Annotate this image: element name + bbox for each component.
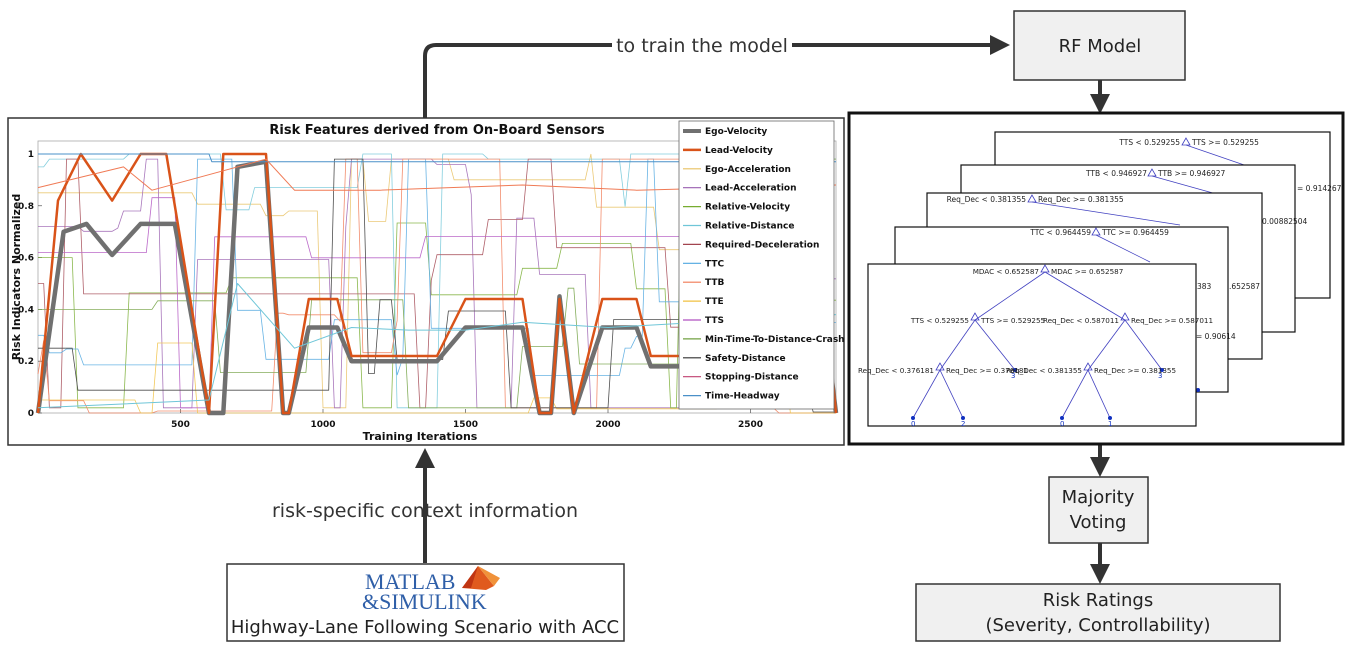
x-tick-label: 2000 bbox=[595, 420, 620, 430]
t2-right: 0.00882504 bbox=[1262, 217, 1308, 226]
random-forest-panel: TTS < 0.529255 TTS >= 0.529255 = 0.91426… bbox=[847, 111, 1345, 446]
legend-label: Relative-Velocity bbox=[705, 203, 790, 213]
y-tick-label: 1 bbox=[28, 150, 34, 160]
legend-label: Lead-Velocity bbox=[705, 146, 773, 156]
series-line-ttb bbox=[37, 158, 837, 191]
matlab-logo-line2: &SIMULINK bbox=[362, 589, 487, 614]
legend-label: Min-Time-To-Distance-Crash bbox=[705, 335, 845, 345]
t5-leaf-d: 0 bbox=[1060, 420, 1064, 428]
legend-label: TTB bbox=[705, 278, 724, 288]
t5-leaf-a: 0 bbox=[911, 420, 915, 428]
x-tick-label: 1000 bbox=[310, 420, 335, 430]
legend-label: TTC bbox=[705, 259, 724, 269]
t2-split-r: TTB >= 0.946927 bbox=[1157, 169, 1226, 178]
legend-label: Time-Headway bbox=[705, 392, 780, 402]
y-tick-label: 0.4 bbox=[18, 305, 34, 315]
t3-right: .652587 bbox=[1229, 282, 1260, 291]
legend-label: Safety-Distance bbox=[705, 354, 786, 364]
t5-rl-split-l: Req_Dec < 0.381355 bbox=[1006, 366, 1082, 375]
risk-ratings-box bbox=[915, 583, 1281, 642]
rf-model-box bbox=[1013, 10, 1186, 81]
legend-label: Ego-Acceleration bbox=[705, 165, 791, 175]
t5-r-split-r: Req_Dec >= 0.587011 bbox=[1131, 316, 1213, 325]
ratings-line1: Risk Ratings bbox=[1043, 590, 1153, 611]
series-line-ego-velocity bbox=[35, 159, 839, 416]
t4-right2: = 0.90614 bbox=[1196, 332, 1236, 341]
t5-leaf-f: 3 bbox=[1158, 372, 1162, 380]
membrane-icon bbox=[462, 566, 500, 590]
majority-voting-box bbox=[1048, 476, 1149, 544]
t5-ll-split-r: Req_Dec >= 0.376181 bbox=[946, 366, 1028, 375]
matlab-logo-line1: MATLAB bbox=[365, 569, 455, 594]
series-line-time-headway bbox=[38, 153, 836, 163]
t5-leaf-c: 3 bbox=[1011, 372, 1015, 380]
t3-split-r: Req_Dec >= 0.381355 bbox=[1038, 195, 1124, 204]
t1-split-r: TTS >= 0.529255 bbox=[1191, 138, 1259, 147]
legend-label: TTS bbox=[705, 316, 724, 326]
t1-right: = 0.914267 bbox=[1297, 184, 1342, 193]
x-tick-label: 1500 bbox=[453, 420, 478, 430]
y-tick-label: 0.2 bbox=[18, 357, 34, 367]
matlab-logo: MATLAB &SIMULINK bbox=[362, 566, 500, 614]
t5-r-split-l: Req_Dec < 0.587011 bbox=[1043, 316, 1119, 325]
matlab-box bbox=[226, 563, 625, 642]
legend-label: Required-Deceleration bbox=[705, 240, 819, 250]
legend-label: Stopping-Distance bbox=[705, 373, 799, 383]
x-tick-label: 2500 bbox=[738, 420, 763, 430]
t5-rl-split-r: Req_Dec >= 0.381355 bbox=[1094, 366, 1176, 375]
t5-l-split-r: TTS >= 0.529255 bbox=[980, 316, 1045, 325]
t4-split-l: TTC < 0.964459 bbox=[1029, 228, 1091, 237]
legend-label: Ego-Velocity bbox=[705, 127, 767, 137]
chart-legend: Ego-Velocity Lead-Velocity Ego-Acceleratio… bbox=[678, 120, 845, 410]
context-label: risk-specific context information bbox=[272, 500, 578, 522]
y-tick-label: 0 bbox=[28, 409, 34, 419]
legend-label: Lead-Acceleration bbox=[705, 184, 797, 194]
t5-leaf-e: 1 bbox=[1108, 420, 1112, 428]
series-lines bbox=[35, 152, 839, 416]
legend-box bbox=[678, 120, 835, 410]
t5-root-l: MDAC < 0.652587 bbox=[973, 267, 1039, 276]
majority-line2: Voting bbox=[1070, 512, 1127, 533]
t5-ll-split-l: Req_Dec < 0.376181 bbox=[858, 366, 934, 375]
legend-label: TTE bbox=[705, 297, 724, 307]
majority-line1: Majority bbox=[1062, 487, 1135, 508]
tree-layer-5: MDAC < 0.652587 MDAC >= 0.652587 TTS < 0… bbox=[858, 263, 1213, 428]
t4-split-r: TTC >= 0.964459 bbox=[1101, 228, 1169, 237]
ratings-line2: (Severity, Controllability) bbox=[985, 615, 1210, 636]
t5-l-split-l: TTS < 0.529255 bbox=[910, 316, 969, 325]
train-label: to train the model bbox=[616, 35, 788, 57]
rf-model-label: RF Model bbox=[1059, 36, 1142, 57]
t4-right1: 383 bbox=[1197, 282, 1212, 291]
t1-split-l: TTS < 0.529255 bbox=[1118, 138, 1180, 147]
x-tick-label: 500 bbox=[171, 420, 190, 430]
chart-ylabel: Risk Indicators Normalized bbox=[10, 194, 23, 360]
t5-root-r: MDAC >= 0.652587 bbox=[1051, 267, 1123, 276]
risk-chart: Risk Features derived from On-Board Sens… bbox=[7, 117, 845, 446]
y-tick-label: 0.6 bbox=[18, 254, 34, 264]
series-line-relative-distance bbox=[37, 283, 837, 409]
t2-split-l: TTB < 0.946927 bbox=[1085, 169, 1147, 178]
y-tick-label: 0.8 bbox=[18, 202, 34, 212]
matlab-caption: Highway-Lane Following Scenario with ACC bbox=[231, 617, 619, 638]
t3-split-l: Req_Dec < 0.381355 bbox=[947, 195, 1027, 204]
chart-xlabel: Training Iterations bbox=[363, 430, 478, 443]
chart-title: Risk Features derived from On-Board Sens… bbox=[269, 123, 605, 138]
legend-label: Relative-Distance bbox=[705, 222, 794, 232]
t5-leaf-b: 2 bbox=[961, 420, 965, 428]
train-arrow bbox=[423, 43, 612, 118]
